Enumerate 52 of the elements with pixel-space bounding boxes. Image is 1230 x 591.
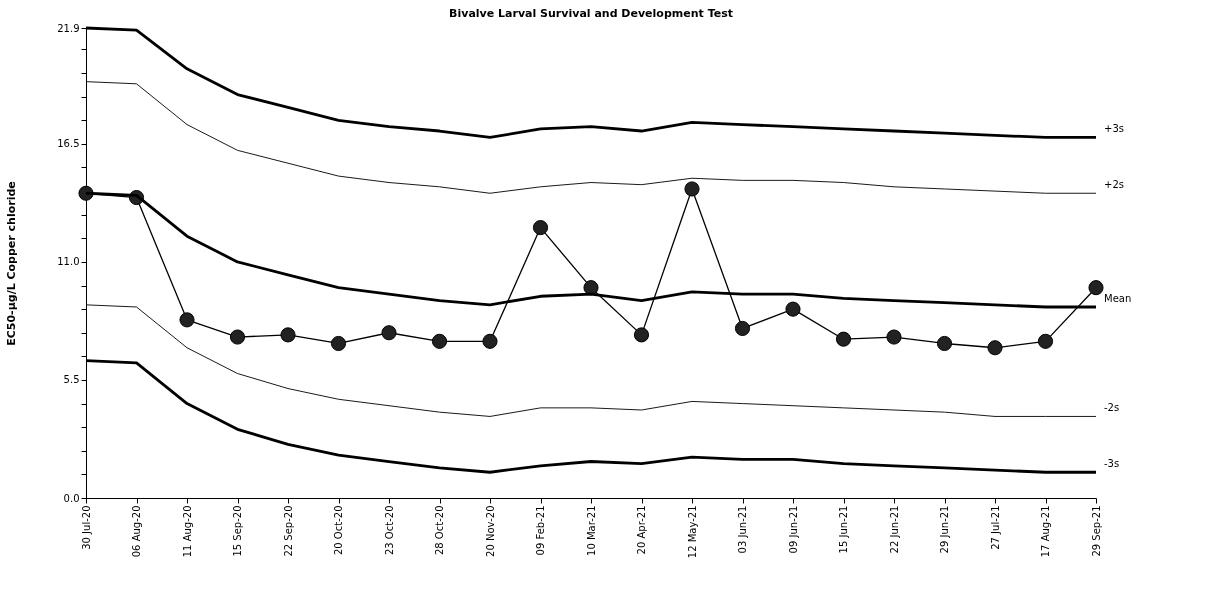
chart-title: Bivalve Larval Survival and Development Test bbox=[449, 7, 733, 20]
series-label: -3s bbox=[1104, 458, 1120, 470]
point bbox=[330, 335, 347, 352]
x-tick-label: 15 Jun-21 bbox=[838, 505, 849, 554]
point bbox=[987, 340, 1003, 356]
x-tick-label: 03 Jun-21 bbox=[737, 505, 748, 554]
x-tick-label: 06 Aug-20 bbox=[131, 505, 142, 558]
point bbox=[1088, 280, 1104, 296]
point bbox=[229, 329, 246, 345]
point bbox=[684, 181, 700, 197]
x-tick-label: 17 Aug-21 bbox=[1040, 505, 1051, 558]
x-tick-label: 30 Jul-20 bbox=[80, 505, 92, 550]
point bbox=[1037, 333, 1054, 349]
point bbox=[835, 331, 852, 347]
x-tick-label: 20 Apr-21 bbox=[636, 505, 647, 555]
y-tick-label: 21.9 bbox=[57, 22, 80, 34]
y-axis-title: EC50-µg/L Copper chloride bbox=[5, 181, 19, 346]
x-tick-label: 22 Sep-20 bbox=[282, 505, 294, 557]
series-label: +3s bbox=[1104, 123, 1124, 135]
y-tick-label: 11.0 bbox=[57, 256, 80, 268]
point bbox=[886, 329, 902, 345]
x-tick-label: 29 Sep-21 bbox=[1090, 505, 1102, 557]
x-tick-label: 11 Aug-20 bbox=[181, 505, 193, 558]
x-tick-label: 22 Jun-21 bbox=[888, 505, 900, 554]
x-tick-label: 15 Sep-20 bbox=[232, 505, 243, 557]
x-tick-label: 27 Jul-21 bbox=[989, 505, 1001, 550]
y-tick-label: 16.5 bbox=[57, 138, 80, 150]
point bbox=[532, 220, 549, 236]
x-tick-label: 28 Oct-20 bbox=[434, 505, 445, 556]
point bbox=[280, 327, 296, 343]
point bbox=[482, 333, 498, 349]
x-tick-label: 10 Mar-21 bbox=[585, 505, 597, 556]
x-tick-label: 09 Jun-21 bbox=[787, 505, 799, 554]
x-tick-label: 12 May-21 bbox=[686, 505, 698, 559]
point bbox=[633, 327, 650, 343]
point bbox=[381, 325, 397, 341]
series-label: +2s bbox=[1104, 179, 1124, 191]
x-tick-label: 23 Oct-20 bbox=[383, 505, 395, 556]
point bbox=[936, 335, 953, 352]
series-label: -2s bbox=[1104, 402, 1120, 414]
point bbox=[734, 320, 751, 337]
point bbox=[431, 333, 448, 349]
y-tick-label: 0.0 bbox=[63, 492, 80, 504]
y-tick-label: 5.5 bbox=[63, 374, 80, 386]
point bbox=[179, 312, 195, 328]
point bbox=[785, 301, 801, 317]
x-tick-label: 20 Nov-20 bbox=[484, 505, 496, 557]
point bbox=[583, 280, 599, 296]
x-tick-label: 20 Oct-20 bbox=[333, 505, 344, 556]
x-tick-label: 09 Feb-21 bbox=[535, 505, 546, 556]
series-label: Mean bbox=[1104, 293, 1132, 304]
x-tick-label: 29 Jun-21 bbox=[939, 505, 950, 554]
